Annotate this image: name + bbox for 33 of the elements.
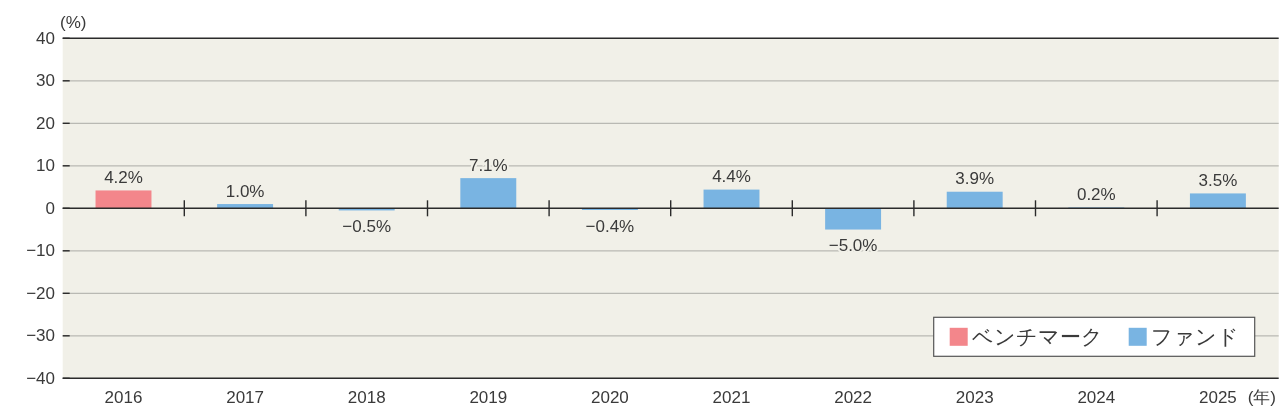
data-label: 7.1% xyxy=(468,155,508,175)
x-tick-label: 2021 xyxy=(712,387,751,407)
x-tick-label: 2017 xyxy=(226,387,265,407)
x-tick-label: 2024 xyxy=(1077,387,1116,407)
data-label: 3.5% xyxy=(1198,170,1238,190)
x-tick-label: 2018 xyxy=(347,387,386,407)
data-label: −5.0% xyxy=(828,236,878,256)
y-tick-label: 40 xyxy=(36,28,55,48)
x-tick-label: 2019 xyxy=(469,387,508,407)
x-tick-label: 2025 xyxy=(1198,387,1237,407)
data-label: 0.2% xyxy=(1076,184,1116,204)
y-tick-label: −20 xyxy=(26,283,55,303)
y-tick-label: 0 xyxy=(45,198,55,218)
y-axis-title: (%) xyxy=(60,12,87,32)
x-tick-label: 2022 xyxy=(834,387,873,407)
x-axis-title: (年) xyxy=(1247,387,1276,407)
y-tick-label: −10 xyxy=(26,241,55,261)
legend-label: ファンド xyxy=(1150,325,1239,349)
x-tick-label: 2023 xyxy=(955,387,994,407)
data-label: −0.5% xyxy=(342,216,392,236)
legend-label: ベンチマーク xyxy=(971,325,1103,349)
y-tick-label: −40 xyxy=(26,368,55,388)
y-tick-label: 10 xyxy=(36,156,55,176)
data-label: 1.0% xyxy=(225,181,265,201)
data-label: −0.4% xyxy=(585,216,635,236)
x-tick-label: 2020 xyxy=(590,387,629,407)
data-label: 4.2% xyxy=(104,167,143,187)
x-tick-label: 2016 xyxy=(104,387,143,407)
data-label: 4.4% xyxy=(712,167,751,187)
y-tick-label: −30 xyxy=(26,326,55,346)
y-tick-label: 30 xyxy=(36,71,55,91)
data-label: 3.9% xyxy=(955,169,995,189)
y-tick-label: 20 xyxy=(36,113,55,133)
